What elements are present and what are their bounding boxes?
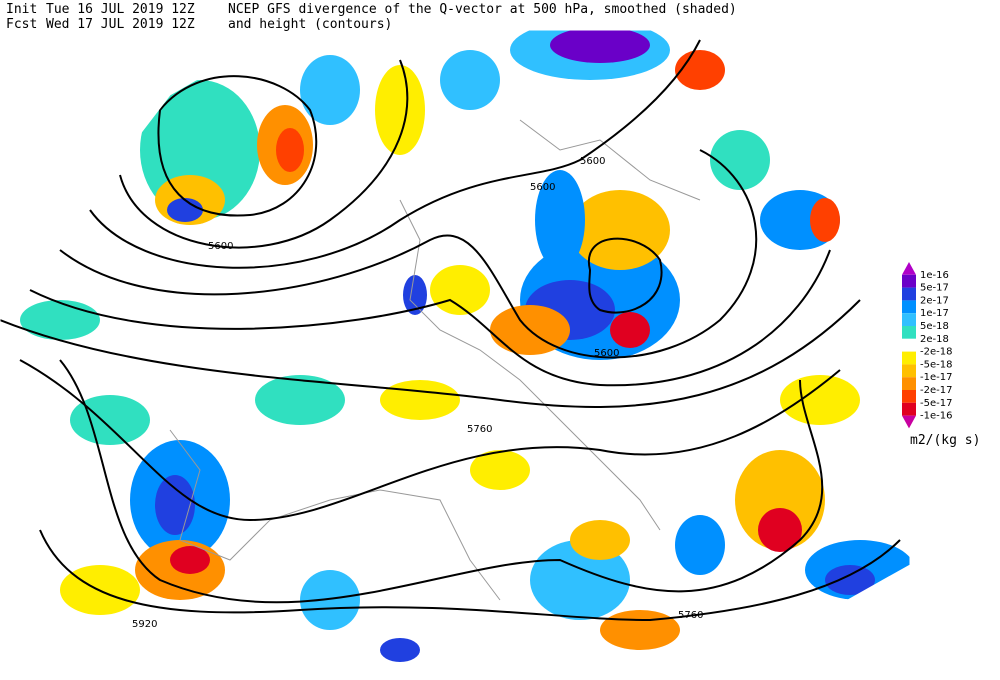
- contour-label: 5600: [208, 241, 233, 252]
- colorbar-units: m2/(kg s): [910, 433, 980, 448]
- shading-blob: [20, 300, 100, 340]
- colorbar-segment: [902, 300, 916, 314]
- shading-blob: [675, 515, 725, 575]
- colorbar-arrow: [902, 415, 916, 429]
- contour-line: [59, 359, 824, 604]
- shading-blob: [758, 508, 802, 552]
- coastlines: [169, 119, 701, 601]
- contour-line: [29, 249, 831, 387]
- shading-blob: [375, 65, 425, 155]
- contour-label: 5920: [132, 619, 157, 630]
- contour-line: [89, 39, 701, 269]
- shading-blob: [167, 198, 203, 222]
- shading-blob: [810, 198, 840, 242]
- shading-blob: [535, 170, 585, 270]
- shading-blob: [780, 375, 860, 425]
- colorbar-label: 5e-18: [920, 321, 949, 332]
- coastline: [169, 429, 501, 601]
- fcst-label: Fcst: [6, 17, 37, 32]
- shading-blob: [155, 475, 195, 535]
- colorbar-label: -1e-16: [920, 411, 952, 422]
- colorbar-label: 5e-17: [920, 283, 949, 294]
- shading-blob: [550, 30, 650, 63]
- colorbar-label: -2e-18: [920, 347, 952, 358]
- shading-blob: [735, 450, 825, 550]
- colorbar-label: 2e-18: [920, 334, 949, 345]
- colorbar-segment: [902, 351, 916, 365]
- contour-label: 5760: [467, 424, 492, 435]
- colorbar-label: -1e-17: [920, 372, 952, 383]
- colorbar-segment: [902, 364, 916, 378]
- init-label: Init: [6, 2, 37, 17]
- shading-blob: [255, 375, 345, 425]
- colorbar-segment: [902, 274, 916, 288]
- shading-blob: [170, 546, 210, 574]
- shading-blob: [300, 55, 360, 125]
- contour-line: [19, 359, 841, 522]
- shading-blob: [380, 638, 420, 662]
- colorbar-label: 1e-16: [920, 270, 949, 281]
- colorbar-segment: [902, 390, 916, 403]
- subtitle: and height (contours): [228, 17, 392, 32]
- title: NCEP GFS divergence of the Q-vector at 5…: [228, 2, 737, 17]
- fcst-time: Wed 17 JUL 2019 12Z: [46, 17, 195, 32]
- contour-line: [59, 149, 758, 359]
- contour-labels: 5600 5600 5600 5600 5760 5760 5920: [132, 156, 703, 630]
- contour-label: 5600: [580, 156, 605, 167]
- contour-label: 5600: [530, 182, 555, 193]
- shading-blob: [825, 565, 875, 595]
- contour-line: [39, 529, 901, 622]
- colorbar-label: 1e-17: [920, 308, 949, 319]
- contour-line: [587, 237, 663, 314]
- colorbar-arrow: [902, 262, 916, 275]
- contour-line: [0, 299, 861, 408]
- colorbar-segment: [902, 402, 916, 416]
- colorbar-label: -5e-18: [920, 359, 952, 370]
- colorbar-label: -2e-17: [920, 385, 952, 396]
- map-border: [0, 29, 911, 666]
- shading-blob: [440, 50, 500, 110]
- shading-blob: [600, 610, 680, 650]
- colorbar-label: -5e-17: [920, 398, 952, 409]
- colorbar-segment: [902, 377, 916, 390]
- colorbar-segment: [902, 313, 916, 326]
- colorbar-label: 2e-17: [920, 295, 949, 306]
- contour-line: [119, 59, 409, 249]
- shading-blob: [403, 275, 427, 315]
- contours: [0, 39, 901, 622]
- shading-blob: [380, 380, 460, 420]
- contour-line: [157, 75, 318, 217]
- coastline: [519, 119, 701, 201]
- contour-label: 5760: [678, 610, 703, 621]
- shading-blob: [710, 130, 770, 190]
- shading-blob: [470, 450, 530, 490]
- shading-blob: [70, 395, 150, 445]
- shading-blob: [570, 520, 630, 560]
- colorbar: 1e-165e-172e-171e-175e-182e-18-2e-18-5e-…: [902, 262, 952, 429]
- contour-label: 5600: [594, 348, 619, 359]
- shading-blob: [300, 570, 360, 630]
- colorbar-segment: [902, 326, 916, 339]
- colorbar-segment: [902, 287, 916, 301]
- map-field: [0, 30, 910, 665]
- shading-blob: [570, 190, 670, 270]
- coastline: [399, 199, 661, 531]
- shading-blob: [675, 50, 725, 90]
- shading-blob: [610, 312, 650, 348]
- colorbar-segment: [902, 338, 916, 352]
- shading-blob: [276, 128, 304, 172]
- init-time: Tue 16 JUL 2019 12Z: [46, 2, 195, 17]
